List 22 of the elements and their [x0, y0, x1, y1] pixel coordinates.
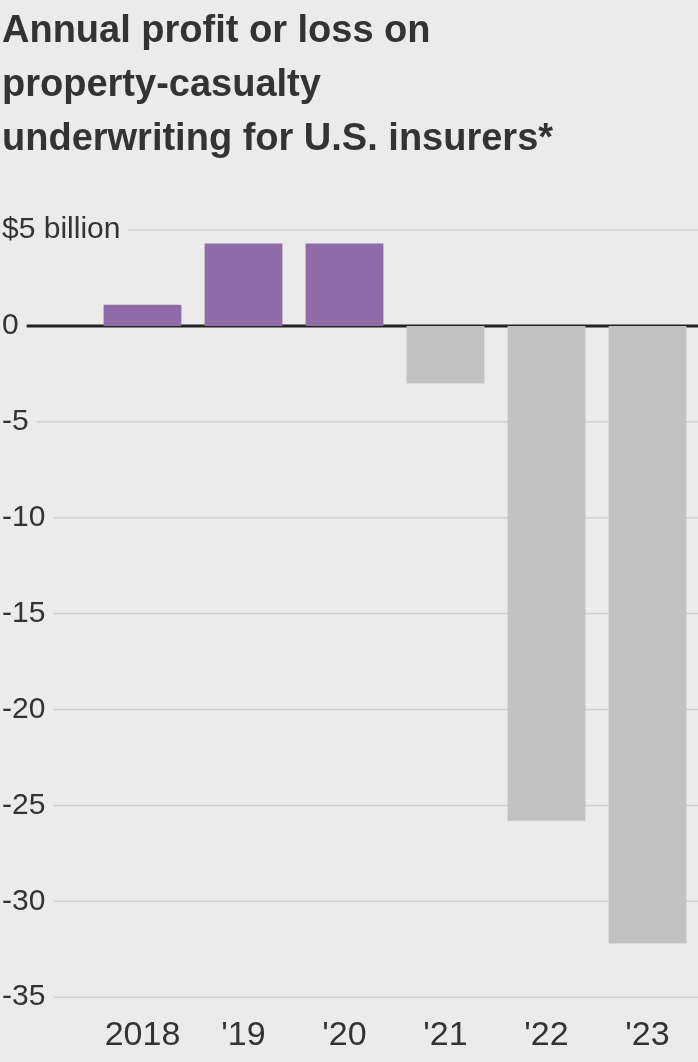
bar: [305, 243, 384, 326]
y-tick-label: -30: [2, 882, 46, 916]
y-tick-label: -35: [2, 978, 46, 1012]
bar: [507, 325, 586, 821]
x-tick-label: '21: [423, 1013, 468, 1052]
y-tick-label: -15: [2, 594, 46, 628]
bar: [406, 325, 485, 384]
chart-title: Annual profit or loss on property-casualty underwriting for U.S. insurers*: [1, 7, 555, 160]
y-tick-label: -25: [2, 786, 46, 820]
y-tick-label: -20: [2, 690, 46, 724]
y-tick-label: 0: [2, 307, 19, 341]
bar: [103, 304, 182, 326]
y-tick-label: -10: [2, 498, 46, 532]
y-tick-label: -5: [2, 403, 29, 437]
x-tick-label: '19: [221, 1013, 266, 1052]
x-tick-label: 2018: [104, 1013, 181, 1052]
x-tick-label: '22: [524, 1013, 569, 1052]
x-tick-label: '23: [625, 1013, 670, 1052]
y-tick-label: $5 billion: [2, 211, 121, 245]
x-tick-label: '20: [322, 1013, 367, 1052]
bar: [204, 243, 283, 326]
bar: [608, 325, 687, 944]
